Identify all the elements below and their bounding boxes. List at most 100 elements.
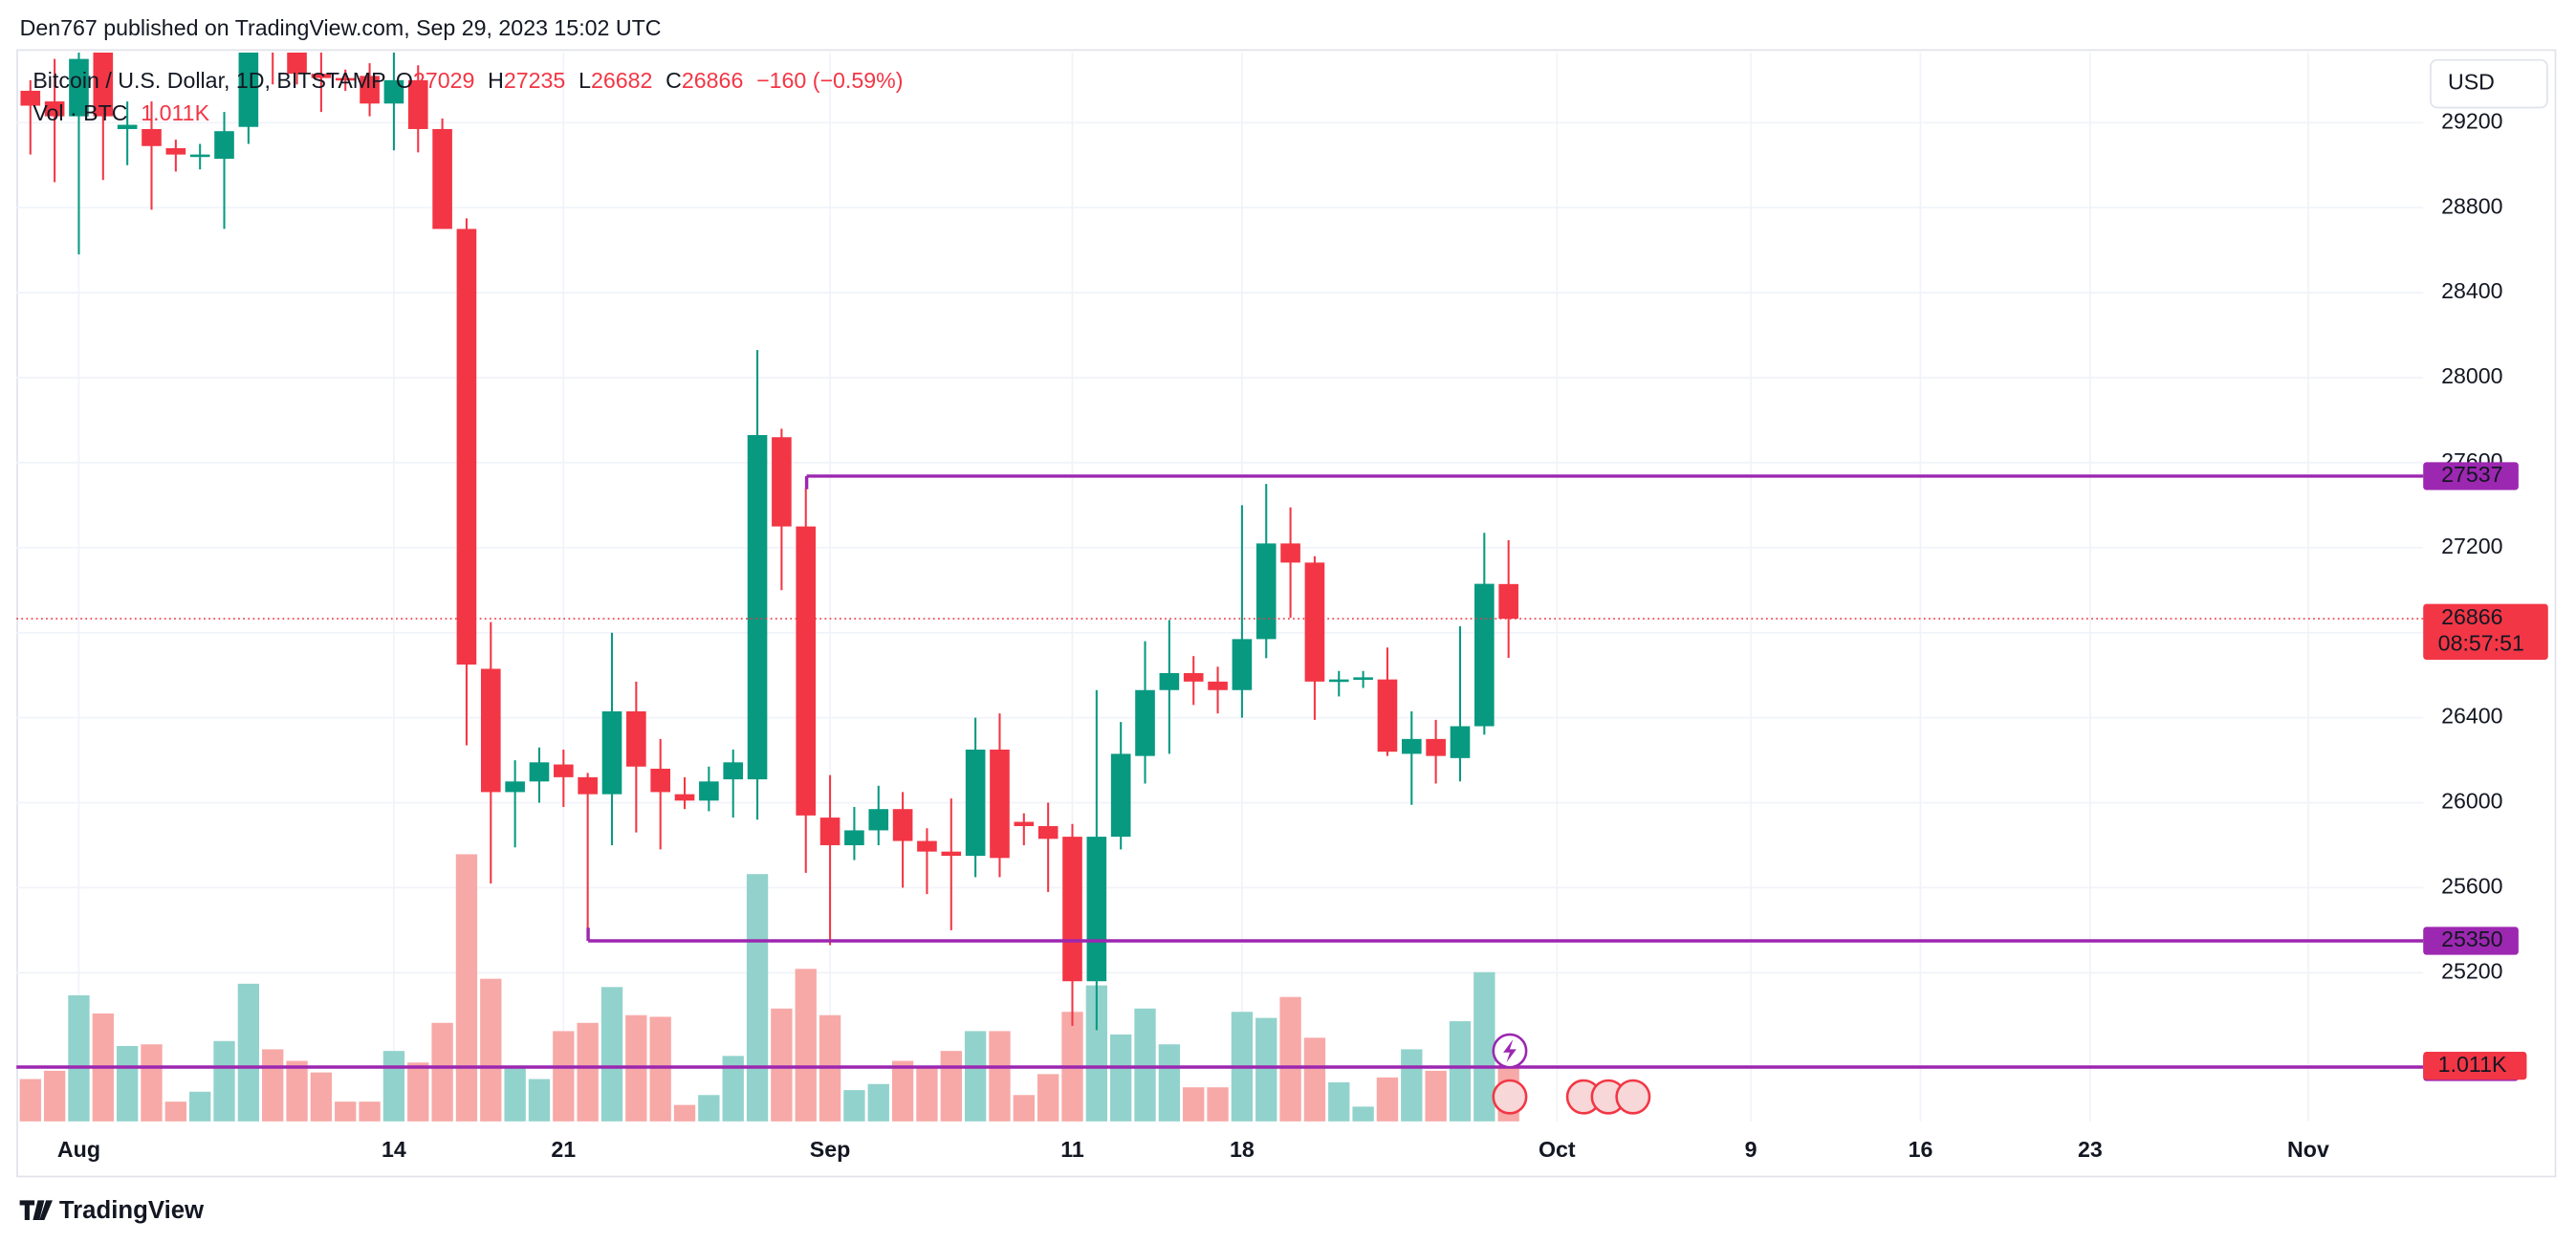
volume-bar bbox=[1474, 971, 1495, 1122]
candle-body bbox=[432, 128, 452, 229]
y-tick-label: 26000 bbox=[2441, 789, 2502, 814]
candle-body bbox=[117, 124, 138, 129]
volume-bar bbox=[237, 983, 260, 1122]
c-label: C bbox=[666, 68, 682, 93]
candle-body bbox=[1159, 672, 1180, 690]
volume-bar bbox=[1352, 1106, 1374, 1122]
candle-body bbox=[1401, 738, 1422, 754]
volume-label-box bbox=[2423, 1052, 2527, 1080]
candle-body bbox=[214, 131, 234, 160]
candle-body bbox=[1086, 837, 1107, 982]
candles bbox=[20, 52, 1518, 1031]
volume-bar bbox=[989, 1031, 1011, 1122]
candle-body bbox=[1135, 689, 1155, 756]
grid: 2520025600260002640026800272002760028000… bbox=[16, 52, 2503, 1162]
candle-body bbox=[1208, 681, 1228, 690]
volume-bar bbox=[940, 1051, 962, 1122]
countdown: 08:57:51 bbox=[2438, 631, 2524, 656]
x-tick-label: Oct bbox=[1539, 1137, 1576, 1162]
candle-body bbox=[941, 851, 962, 857]
event-icon-glyph bbox=[1503, 1039, 1517, 1063]
x-tick-label: Nov bbox=[2287, 1137, 2329, 1162]
volume-bar bbox=[843, 1090, 865, 1122]
volume-bar bbox=[916, 1067, 938, 1122]
published-line: Den767 published on TradingView.com, Sep… bbox=[20, 15, 662, 40]
brand-logo bbox=[19, 1200, 53, 1220]
candle-body bbox=[965, 749, 986, 857]
level-label-box bbox=[2423, 927, 2519, 955]
volume-bar bbox=[455, 854, 478, 1122]
currency-label[interactable]: USD bbox=[2448, 70, 2495, 95]
candle-body bbox=[383, 79, 404, 104]
volume-bar bbox=[1401, 1049, 1423, 1122]
x-tick-label: 23 bbox=[2078, 1137, 2103, 1162]
y-tick-label: 25200 bbox=[2441, 958, 2502, 983]
candle-body bbox=[1232, 639, 1253, 690]
volume-name: Vol · BTC bbox=[33, 100, 127, 125]
volume-bar bbox=[43, 1070, 66, 1122]
y-tick-label: 26400 bbox=[2441, 704, 2502, 729]
volume-bar bbox=[795, 969, 817, 1122]
candle-body bbox=[1037, 825, 1059, 840]
candle-body bbox=[189, 154, 210, 158]
level-label-box bbox=[2423, 462, 2519, 491]
x-tick-label: 18 bbox=[1230, 1137, 1255, 1162]
event-icon bbox=[1615, 1079, 1651, 1115]
candle-body bbox=[142, 128, 162, 146]
last-price-box bbox=[2423, 603, 2548, 660]
candle-body bbox=[1377, 679, 1398, 752]
candle-body bbox=[1474, 583, 1495, 727]
h-label: H bbox=[488, 68, 504, 93]
volume-bar bbox=[407, 1062, 429, 1122]
candle-body bbox=[165, 147, 186, 155]
candle-body bbox=[311, 74, 332, 78]
volume-pane bbox=[19, 854, 1519, 1122]
candle-body bbox=[360, 76, 380, 104]
candle-body bbox=[1183, 672, 1204, 682]
candle-body bbox=[1014, 821, 1035, 826]
volume-bar bbox=[600, 987, 623, 1122]
candle-body bbox=[1450, 726, 1471, 758]
volume-bar bbox=[891, 1060, 914, 1122]
candle-body bbox=[554, 764, 574, 777]
symbol: Bitcoin / U.S. Dollar, 1D, BITSTAMP bbox=[33, 68, 385, 93]
candle-body bbox=[1498, 583, 1518, 620]
volume-bar bbox=[480, 978, 502, 1122]
candle-body bbox=[1353, 677, 1373, 680]
candle-body bbox=[578, 776, 598, 795]
l-label: L bbox=[579, 68, 591, 93]
volume-bar bbox=[1255, 1017, 1277, 1122]
volume-bar bbox=[1328, 1082, 1350, 1122]
volume-bar bbox=[1183, 1087, 1205, 1122]
volume-bar bbox=[359, 1101, 381, 1122]
level-label: 27537 bbox=[2441, 462, 2502, 487]
volume-bar bbox=[189, 1091, 211, 1122]
l-value: 26682 bbox=[591, 68, 652, 93]
candle-body bbox=[238, 52, 259, 127]
candle-body bbox=[44, 101, 65, 117]
volume-bar bbox=[164, 1101, 187, 1122]
x-tick-label: Aug bbox=[57, 1137, 100, 1162]
y-tick-label: 25600 bbox=[2441, 874, 2502, 899]
candle-body bbox=[626, 710, 646, 767]
x-tick-label: Sep bbox=[810, 1137, 851, 1162]
level-label: 25350 bbox=[2441, 927, 2502, 951]
volume-bar bbox=[528, 1079, 551, 1122]
candle-body bbox=[1110, 753, 1131, 838]
volume-bar bbox=[771, 1008, 793, 1122]
event-icons bbox=[1492, 1033, 1651, 1115]
legend-line: Bitcoin / U.S. Dollar, 1D, BITSTAMP O2702… bbox=[33, 68, 903, 93]
candle-body bbox=[480, 668, 501, 793]
candle-body bbox=[529, 762, 550, 782]
volume-bar bbox=[310, 1072, 333, 1122]
candle-body bbox=[93, 52, 114, 117]
candle-body bbox=[650, 768, 670, 793]
h-value: 27235 bbox=[504, 68, 565, 93]
volume-bar bbox=[964, 1031, 987, 1122]
currency-button[interactable] bbox=[2430, 58, 2548, 109]
y-tick-label: 27200 bbox=[2441, 534, 2502, 558]
y-tick-label: 28800 bbox=[2441, 193, 2502, 218]
volume-bar bbox=[1303, 1037, 1326, 1122]
x-tick-label: 11 bbox=[1060, 1137, 1084, 1162]
